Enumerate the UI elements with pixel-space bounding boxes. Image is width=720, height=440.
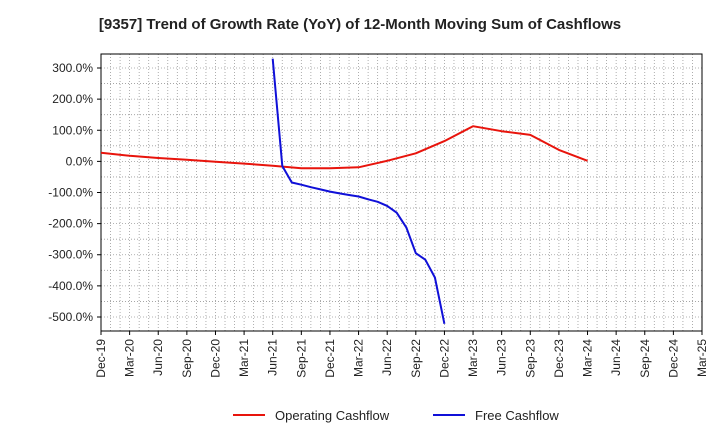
legend-label: Operating Cashflow	[275, 408, 390, 423]
y-tick-label: -500.0%	[48, 310, 93, 324]
x-tick-label: Jun-22	[380, 339, 394, 376]
x-tick-label: Jun-23	[495, 339, 509, 376]
series-line-operating-cashflow	[100, 125, 588, 170]
x-tick-label: Dec-22	[437, 339, 451, 378]
y-tick-label: -300.0%	[48, 248, 93, 262]
x-tick-label: Mar-21	[237, 339, 251, 377]
plot-area: 300.0% 200.0% 100.0% 0.0% -100.0% -200.0% -300…	[48, 53, 709, 378]
x-tick-label: Sep-23	[523, 339, 537, 378]
x-tick-label: Mar-24	[581, 339, 595, 377]
y-tick-label: -100.0%	[48, 186, 93, 200]
x-tick-label: Jun-24	[609, 339, 623, 376]
x-tick-label: Jun-21	[266, 339, 280, 376]
x-tick-label: Dec-24	[666, 339, 680, 378]
x-tick-label: Dec-23	[552, 339, 566, 378]
x-tick-label: Dec-20	[208, 339, 222, 378]
x-tick-label: Mar-25	[695, 339, 709, 377]
x-tick-label: Jun-20	[151, 339, 165, 376]
chart-title: [9357] Trend of Growth Rate (YoY) of 12-…	[99, 16, 621, 33]
x-tick-label: Mar-20	[123, 339, 137, 377]
y-tick-label: -200.0%	[48, 217, 93, 231]
x-tick-label: Mar-23	[466, 339, 480, 377]
y-tick-label: 200.0%	[52, 92, 93, 106]
y-tick-label: 100.0%	[52, 123, 93, 137]
series-line-free-cashflow	[271, 58, 446, 325]
x-tick-label: Mar-22	[352, 339, 366, 377]
legend-label: Free Cashflow	[475, 408, 559, 423]
x-tick-label: Dec-19	[94, 339, 108, 378]
x-tick-label: Sep-21	[294, 339, 308, 378]
y-tick-label: 0.0%	[66, 154, 94, 168]
legend: Operating Cashflow Free Cashflow	[233, 408, 559, 423]
x-tick-label: Sep-22	[409, 339, 423, 378]
x-tick-label: Sep-20	[180, 339, 194, 378]
x-tick-label: Dec-21	[323, 339, 337, 378]
y-tick-label: -400.0%	[48, 279, 93, 293]
y-tick-label: 300.0%	[52, 61, 93, 75]
x-tick-label: Sep-24	[638, 339, 652, 378]
